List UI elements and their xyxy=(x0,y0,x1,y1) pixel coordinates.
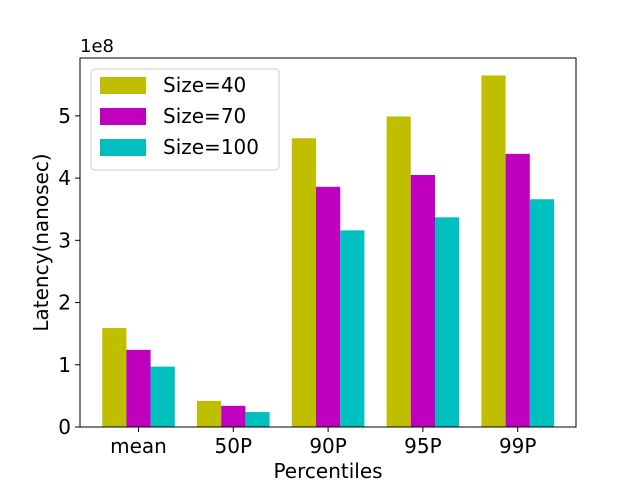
bar-size-70-99p xyxy=(505,153,530,427)
bar-size-70-50p xyxy=(221,405,246,427)
y-tick-label: 5 xyxy=(58,104,71,128)
bar-size-40-50p xyxy=(197,400,222,427)
y-tick-label: 0 xyxy=(58,415,71,439)
x-tick-label: 90P xyxy=(309,434,347,458)
bar-size-100-50p xyxy=(245,412,270,427)
y-tick-label: 4 xyxy=(58,166,71,190)
legend-label: Size=100 xyxy=(163,135,259,159)
bar-size-70-90p xyxy=(316,186,341,427)
bar-size-40-mean xyxy=(102,328,127,427)
bar-size-40-95p xyxy=(386,116,411,428)
x-axis-label: Percentiles xyxy=(273,459,382,480)
x-tick-label: 50P xyxy=(215,434,253,458)
y-axis-label: Latency(nanosec) xyxy=(29,153,53,331)
y-tick-label: 1 xyxy=(58,353,71,377)
legend-swatch xyxy=(100,139,146,156)
bar-size-70-mean xyxy=(126,349,151,427)
y-tick-label: 3 xyxy=(58,228,71,252)
bars xyxy=(102,75,554,428)
bar-size-100-95p xyxy=(435,217,460,427)
legend-label: Size=40 xyxy=(163,73,246,97)
legend-swatch xyxy=(100,77,146,94)
y-axis: 0 1 2 3 4 5 xyxy=(58,104,80,439)
y-tick-label: 2 xyxy=(58,291,71,315)
legend-swatch xyxy=(100,108,146,125)
x-axis: mean 50P 90P 95P 99P xyxy=(110,427,536,458)
y-axis-multiplier: 1e8 xyxy=(80,36,114,57)
bar-size-70-95p xyxy=(410,174,435,427)
legend: Size=40 Size=70 Size=100 xyxy=(90,68,280,171)
x-tick-label: 99P xyxy=(499,434,537,458)
bar-size-40-99p xyxy=(481,75,506,428)
bar-size-100-90p xyxy=(340,230,365,427)
bar-size-100-mean xyxy=(150,366,175,427)
x-tick-label: 95P xyxy=(404,434,442,458)
x-tick-label: mean xyxy=(110,434,167,458)
bar-size-40-90p xyxy=(291,138,316,427)
legend-label: Size=70 xyxy=(163,104,246,128)
bar-size-100-99p xyxy=(529,199,554,427)
